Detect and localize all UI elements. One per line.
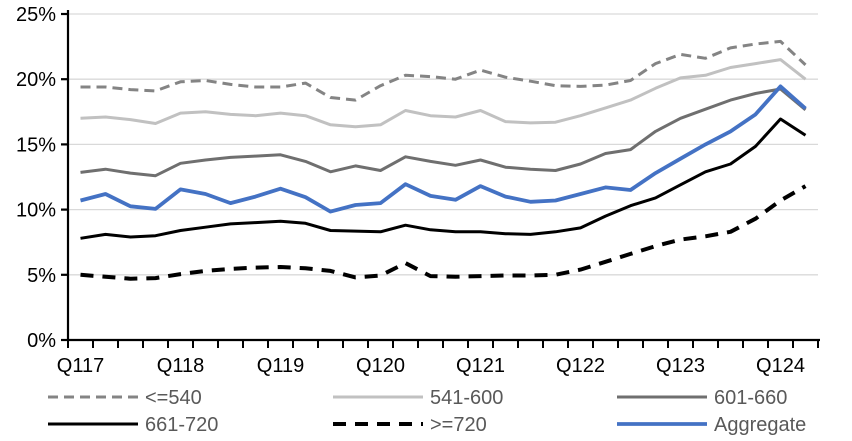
series-line-<=540 — [80, 39, 807, 102]
legend-item[interactable]: <=540 — [48, 387, 202, 409]
series-line-661-720 — [80, 117, 807, 240]
x-axis-label: Q118 — [157, 355, 204, 377]
legend-item[interactable]: Aggregate — [617, 414, 806, 436]
y-axis-label: 20% — [16, 69, 56, 91]
x-axis-label: Q121 — [456, 355, 505, 377]
y-axis-label: 15% — [16, 134, 56, 156]
legend-label-<=540: <=540 — [145, 387, 202, 409]
series-line->=720 — [80, 184, 807, 281]
series-line-601-660 — [80, 87, 807, 178]
x-axis-label: Q122 — [556, 355, 605, 377]
y-axis-label: 25% — [16, 4, 56, 26]
y-axis-label: 0% — [27, 330, 56, 352]
legend-item[interactable]: 601-660 — [617, 387, 787, 409]
legend-item[interactable]: 661-720 — [48, 414, 218, 436]
x-axis-label: Q117 — [57, 355, 104, 377]
legend-label-Aggregate: Aggregate — [714, 414, 806, 436]
legend-item[interactable]: 541-600 — [333, 387, 503, 409]
legend-label->=720: >=720 — [430, 414, 487, 436]
y-axis-label: 5% — [27, 265, 56, 287]
series-line-Aggregate — [80, 84, 807, 214]
x-axis-label: Q123 — [656, 355, 705, 377]
x-axis-label: Q120 — [356, 355, 405, 377]
legend-label-661-720: 661-720 — [145, 414, 218, 436]
legend-label-601-660: 601-660 — [714, 387, 787, 409]
series-line-541-600 — [80, 58, 807, 129]
y-axis-label: 10% — [16, 200, 56, 222]
x-axis-label: Q119 — [257, 355, 304, 377]
legend-item[interactable]: >=720 — [333, 414, 487, 436]
x-axis-label: Q124 — [756, 355, 805, 377]
legend-label-541-600: 541-600 — [430, 387, 503, 409]
